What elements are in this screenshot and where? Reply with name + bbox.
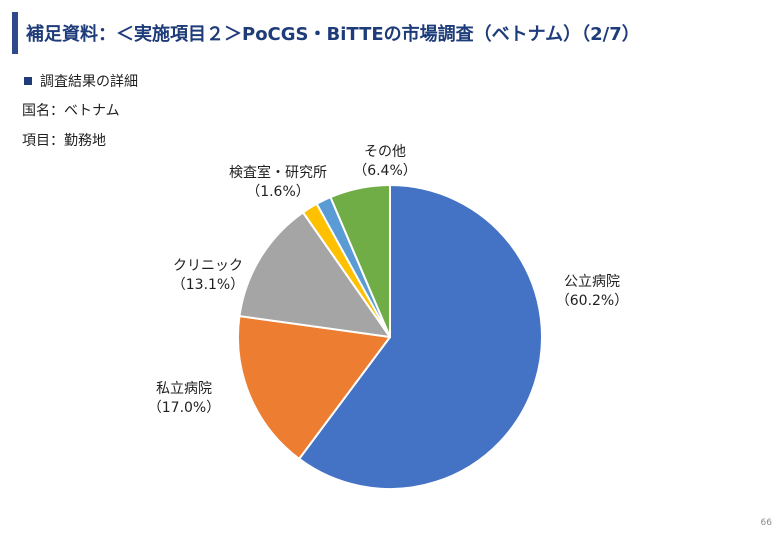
slice-label-2: クリニック — [173, 258, 243, 274]
item-line: 項目：勤務地 — [22, 133, 106, 149]
section-heading: 調査結果の詳細 — [22, 71, 138, 91]
pie-slice-0 — [298, 184, 543, 490]
square-bullet-icon — [24, 77, 32, 85]
title-accent-bar — [12, 12, 18, 54]
pie-slice-1 — [237, 315, 391, 460]
country-line: 国名：ベトナム — [22, 103, 120, 119]
slice-label-1: 私立病院 — [156, 381, 212, 397]
slice-value-label-0: （60.2%） — [556, 293, 628, 309]
slice-value-label-4: （1.6%） — [246, 184, 310, 200]
page-title: 補足資料：＜実施項目２＞PoCGS・BiTTEの市場調査（ベトナム）（2/7） — [26, 24, 640, 45]
page-number: 66 — [760, 518, 772, 528]
slice-label-5: その他 — [364, 144, 406, 160]
slice-value-label-5: （6.4%） — [353, 163, 417, 179]
section-heading-text: 調査結果の詳細 — [40, 74, 138, 90]
pie-slice-5 — [329, 184, 391, 338]
slice-label-4: 検査室・研究所 — [229, 164, 327, 181]
slice-value-label-2: （13.1%） — [172, 277, 244, 293]
slice-label-0: 公立病院 — [564, 274, 620, 290]
pie-slice-2 — [238, 211, 391, 338]
slice-value-label-1: （17.0%） — [148, 400, 220, 416]
